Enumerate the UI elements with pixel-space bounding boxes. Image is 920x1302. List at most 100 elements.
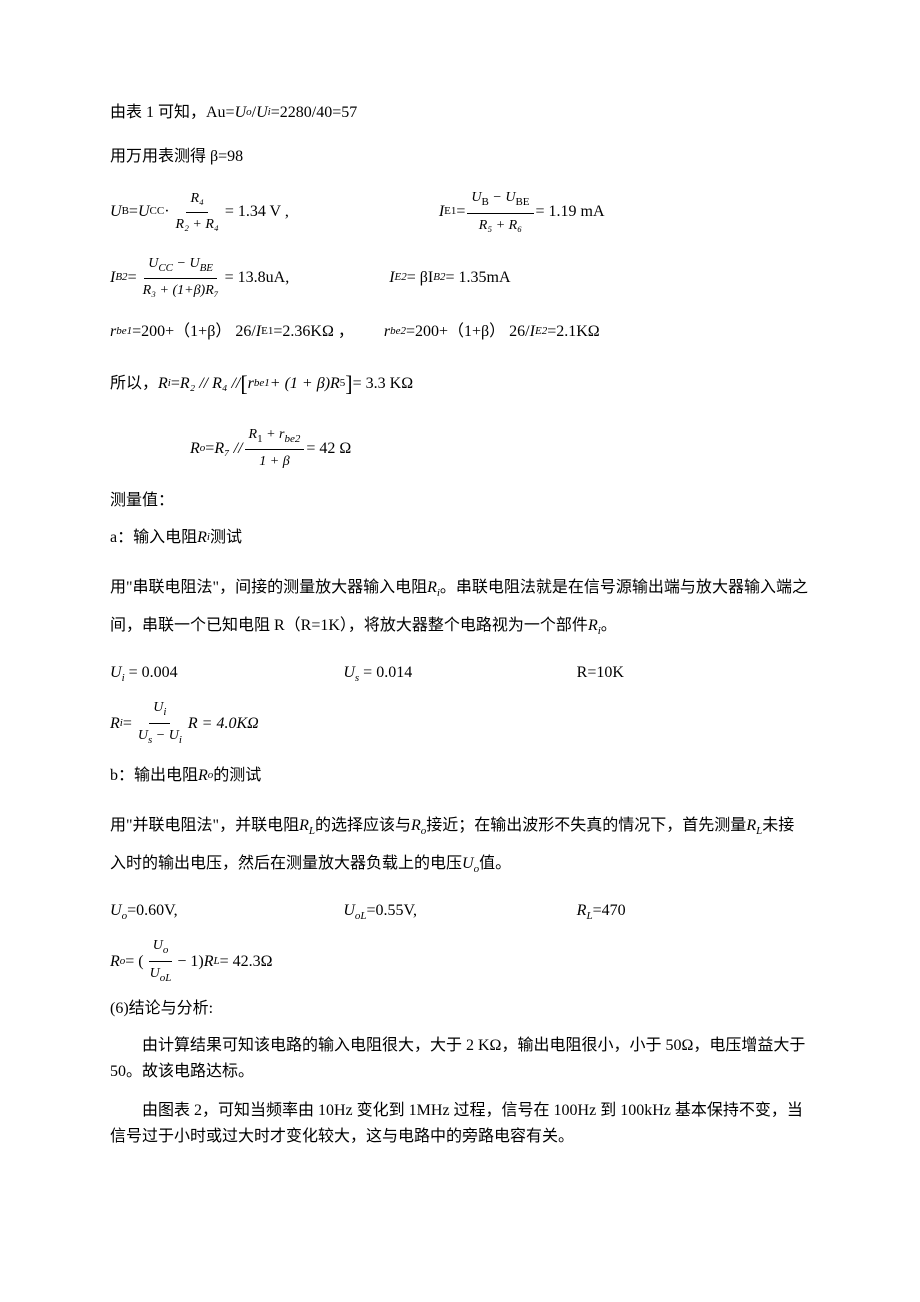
eq: = — [456, 199, 465, 225]
fraction: UCC − UBE R₃ + (1+β)R₇ — [139, 253, 223, 303]
bracket: [ — [240, 366, 247, 401]
v: + r — [263, 427, 285, 442]
text: 由计算结果可知该电路的输入电阻很大，大于 2 KΩ，输出电阻很小，小于 50Ω，… — [110, 1037, 805, 1080]
s: o — [163, 944, 169, 956]
text: 由图表 2，可知当频率由 10Hz 变化到 1MHz 过程，信号在 100Hz … — [110, 1102, 803, 1145]
frac-den: Us − Ui — [134, 724, 186, 749]
fraction: Uo UoL — [146, 935, 176, 987]
sub: E1 — [261, 323, 273, 341]
var: U — [110, 199, 122, 225]
row-b-values: Uo=0.60V, UoL=0.55V, RL=470 — [110, 898, 810, 926]
val: R=10K — [577, 664, 624, 681]
v: U — [153, 700, 163, 715]
col2: UoL=0.55V, — [343, 898, 576, 926]
frac-den: 1 + β — [255, 450, 293, 473]
eq: = βI — [407, 265, 434, 291]
var: R — [746, 817, 756, 834]
v: U — [138, 728, 148, 743]
val: = 0.014 — [359, 664, 412, 681]
eq: = — [171, 371, 180, 397]
val: =2.1KΩ — [547, 319, 599, 345]
text: 的测试 — [213, 763, 261, 789]
s: be2 — [285, 432, 301, 444]
val: = 13.8uA, — [225, 265, 290, 291]
eq-ri-theory: 所以， Ri = R₂ // R₄ // [ rbe1 + (1 + β)R5 … — [110, 366, 810, 401]
dot: · — [164, 199, 169, 225]
var: U — [235, 100, 247, 126]
sub: B — [122, 203, 129, 221]
text: 用万用表测得 β=98 — [110, 144, 243, 170]
eq-ub: UB = UCC · R₄ R₂ + R₄ = 1.34 V , — [110, 188, 289, 236]
text: =200+（1+β） 26/ — [132, 319, 256, 345]
s: CC — [158, 262, 173, 274]
line-au: 由表 1 可知，Au= Uo / Ui =2280/40=57 — [110, 100, 810, 126]
fraction: R₄ R₂ + R₄ — [172, 188, 223, 236]
text: 由表 1 可知，Au= — [110, 100, 235, 126]
var: U — [138, 199, 150, 225]
s: B — [482, 196, 489, 208]
expr: R₂ // R₄ // — [180, 371, 240, 397]
row-a-values: Ui = 0.004 Us = 0.014 R=10K — [110, 660, 810, 688]
frac-den: UoL — [146, 962, 176, 987]
text: − 1) — [177, 949, 203, 975]
fraction: Ui Us − Ui — [134, 697, 186, 749]
v: − U — [173, 256, 200, 271]
conclusion-2: 由图表 2，可知当频率由 10Hz 变化到 1MHz 过程，信号在 100Hz … — [110, 1098, 810, 1149]
var: R — [588, 617, 598, 634]
val: = 0.004 — [125, 664, 178, 681]
col1: Uo=0.60V, — [110, 898, 343, 926]
sub: oL — [355, 910, 367, 922]
text: 所以， — [110, 371, 158, 397]
frac-den: R₂ + R₄ — [172, 213, 223, 236]
fraction: UB − UBE R₅ + R₆ — [467, 187, 533, 237]
col3: R=10K — [577, 660, 810, 688]
val: R = 4.0KΩ — [188, 711, 259, 737]
var: U — [256, 100, 268, 126]
s: i — [163, 706, 166, 718]
text: 值。 — [479, 855, 511, 872]
eq-row-2: IB2 = UCC − UBE R₃ + (1+β)R₇ = 13.8uA, I… — [110, 253, 810, 303]
text: 测试 — [210, 525, 242, 551]
frac-num: Ui — [149, 697, 170, 723]
sub: B2 — [115, 269, 127, 287]
measure-label: 测量值： — [110, 485, 810, 517]
frac-num: R₄ — [186, 188, 207, 212]
var: R — [197, 525, 207, 551]
s: oL — [160, 972, 172, 984]
v: R — [249, 427, 258, 442]
text: 先测量 — [698, 817, 746, 834]
var: U — [110, 902, 122, 919]
eq-ib2: IB2 = UCC − UBE R₃ + (1+β)R₇ = 13.8uA, — [110, 253, 289, 303]
val: = 1.34 V , — [225, 199, 289, 225]
text: 的选择应该与 — [315, 817, 411, 834]
col3: RL=470 — [577, 898, 810, 926]
eq: = ( — [125, 949, 143, 975]
frac-num: R1 + rbe2 — [245, 424, 305, 450]
val: = 1.35mA — [446, 265, 511, 291]
val: =470 — [593, 902, 626, 919]
var: R — [577, 902, 587, 919]
text: =200+（1+β） 26/ — [406, 319, 530, 345]
eq: = — [128, 265, 137, 291]
section-a-heading: a：输入电阻 Ri 测试 — [110, 525, 810, 551]
sub: be1 — [116, 323, 132, 341]
v: − U — [152, 728, 179, 743]
var: R — [204, 949, 214, 975]
var: U — [343, 664, 355, 681]
val: = 42 Ω — [306, 436, 351, 462]
var: U — [110, 664, 122, 681]
para-a: 用"串联电阻法"，间接的测量放大器输入电阻Ri。串联电阻法就是在信号源输出端与放… — [110, 569, 810, 646]
frac-num: UB − UBE — [467, 187, 533, 213]
frac-num: Uo — [149, 935, 173, 961]
eq-ro-theory: Ro = R₇ // R1 + rbe2 1 + β = 42 Ω — [110, 424, 810, 474]
para-b: 用"并联电阻法"，并联电阻RL的选择应该与Ro接近；在输出波形不失真的情况下，首… — [110, 807, 810, 884]
col2: Us = 0.014 — [343, 660, 576, 688]
v: U — [471, 190, 481, 205]
eq: = — [123, 711, 132, 737]
s: i — [179, 734, 182, 746]
v: U — [150, 966, 160, 981]
s: BE — [200, 262, 213, 274]
line-beta: 用万用表测得 β=98 — [110, 144, 810, 170]
var: R — [299, 817, 309, 834]
sub: E1 — [444, 203, 456, 221]
